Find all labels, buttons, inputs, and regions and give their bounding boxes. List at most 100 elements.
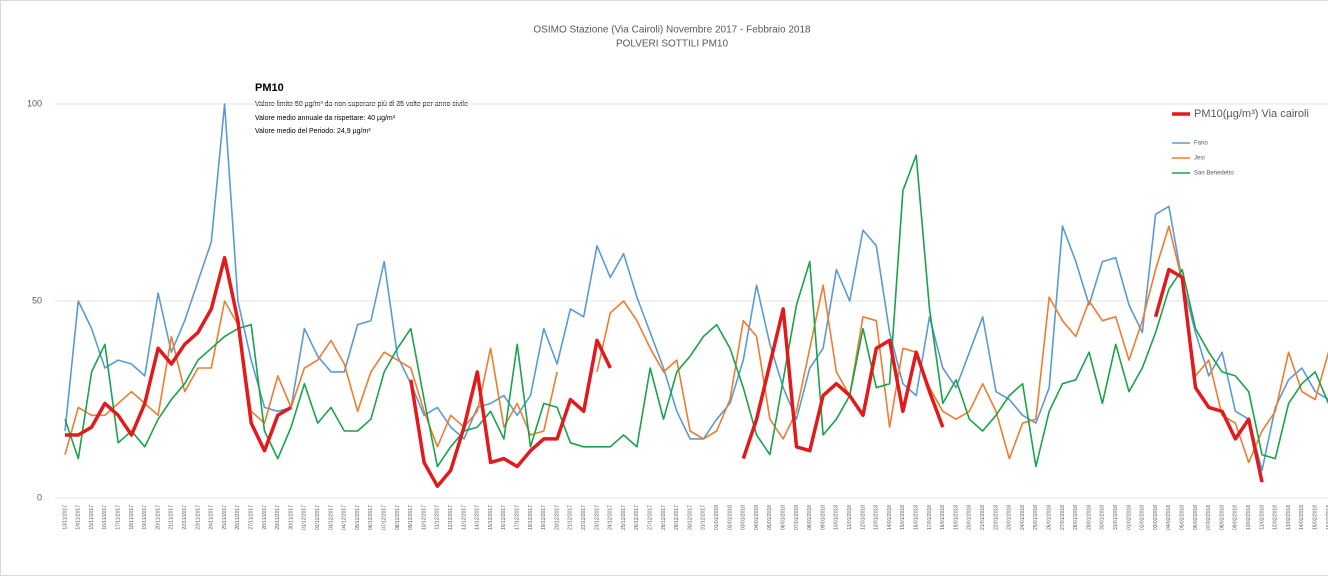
x-tick-label: 02/12/2017	[315, 505, 321, 530]
x-tick-label: 11/01/2018	[847, 505, 853, 530]
x-tick-label: 12/02/2018	[1273, 505, 1279, 530]
x-tick-label: 25/12/2017	[621, 505, 627, 530]
x-tick-label: 10/12/2017	[421, 505, 427, 530]
x-tick-label: 22/12/2017	[581, 505, 587, 530]
x-tick-label: 21/12/2017	[568, 505, 574, 530]
x-tick-label: 28/11/2017	[262, 505, 268, 530]
x-tick-label: 30/12/2017	[687, 505, 693, 530]
x-tick-label: 20/11/2017	[155, 505, 161, 530]
x-tick-label: 14/11/2017	[76, 505, 82, 530]
x-tick-label: 29/01/2018	[1086, 505, 1092, 530]
legend: PM10(µg/m³) Via cairoli Fano Jesi San Bened…	[1172, 108, 1309, 177]
x-tick-label: 13/12/2017	[461, 505, 467, 530]
x-tick-label: 27/12/2017	[648, 505, 654, 530]
x-tick-label: 16/02/2018	[1326, 505, 1328, 530]
x-tick-label: 10/01/2018	[834, 505, 840, 530]
x-tick-label: 03/02/2018	[1153, 505, 1159, 530]
chart-subtitle: POLVERI SOTTILI PM10	[616, 39, 729, 50]
x-tick-label: 03/01/2018	[741, 505, 747, 530]
x-tick-label: 27/11/2017	[249, 505, 255, 530]
x-tick-label: 02/01/2018	[727, 505, 733, 530]
annotation-title: PM10	[255, 82, 284, 94]
x-tick-label: 31/01/2018	[1113, 505, 1119, 530]
x-tick-label: 05/12/2017	[355, 505, 361, 530]
x-tick-label: 10/02/2018	[1246, 505, 1252, 530]
x-tick-label: 29/11/2017	[275, 505, 281, 530]
x-tick-label: 30/11/2017	[288, 505, 294, 530]
x-tick-label: 26/12/2017	[634, 505, 640, 530]
x-tick-label: 01/02/2018	[1126, 505, 1132, 530]
series-line	[64, 225, 1328, 464]
x-tick-label: 24/11/2017	[209, 505, 215, 530]
x-tick-label: 25/01/2018	[1033, 505, 1039, 530]
x-tick-label: 05/01/2018	[767, 505, 773, 530]
x-tick-label: 13/02/2018	[1286, 505, 1292, 530]
x-tick-label: 16/01/2018	[914, 505, 920, 530]
x-tick-label: 25/11/2017	[222, 505, 228, 530]
x-tick-label: 24/12/2017	[608, 505, 614, 530]
x-tick-label: 08/01/2018	[807, 505, 813, 530]
x-tick-label: 12/01/2018	[860, 505, 866, 530]
x-tick-label: 17/12/2017	[515, 505, 521, 530]
x-tick-label: 30/01/2018	[1100, 505, 1106, 530]
x-tick-label: 01/12/2017	[302, 505, 308, 530]
x-tick-label: 24/01/2018	[1020, 505, 1026, 530]
x-tick-label: 03/12/2017	[328, 505, 334, 530]
x-tick-label: 15/01/2018	[900, 505, 906, 530]
x-tick-label: 13/01/2018	[874, 505, 880, 530]
x-tick-label: 19/12/2017	[541, 505, 547, 530]
legend-label: Fano	[1194, 141, 1208, 147]
x-tick-label: 14/12/2017	[475, 505, 481, 530]
series-line	[65, 255, 1264, 488]
legend-label: San Benedetto	[1194, 171, 1234, 177]
x-tick-label: 19/11/2017	[142, 505, 148, 530]
x-tick-label: 08/12/2017	[395, 505, 401, 530]
x-tick-label: 08/02/2018	[1219, 505, 1225, 530]
x-tick-label: 18/12/2017	[528, 505, 534, 530]
x-tick-label: 18/11/2017	[129, 505, 135, 530]
x-tick-label: 15/02/2018	[1313, 505, 1319, 530]
x-tick-label: 23/11/2017	[195, 505, 201, 530]
x-tick-label: 14/01/2018	[887, 505, 893, 530]
x-tick-label: 07/12/2017	[382, 505, 388, 530]
x-tick-label: 21/01/2018	[980, 505, 986, 530]
x-tick-label: 26/01/2018	[1047, 505, 1053, 530]
series-line	[64, 154, 1328, 468]
x-tick-label: 11/02/2018	[1259, 505, 1265, 530]
x-tick-label: 09/01/2018	[820, 505, 826, 530]
legend-label: Jesi	[1194, 156, 1205, 162]
chart-title: OSIMO Stazione (Via Cairoli) Novembre 20…	[533, 25, 811, 36]
x-tick-label: 12/12/2017	[448, 505, 454, 530]
x-tick-label: 15/11/2017	[89, 505, 95, 530]
x-tick-label: 29/12/2017	[674, 505, 680, 530]
x-tick-label: 04/02/2018	[1166, 505, 1172, 530]
x-tick-label: 23/01/2018	[1007, 505, 1013, 530]
x-tick-label: 16/11/2017	[102, 505, 108, 530]
x-tick-label: 09/12/2017	[408, 505, 414, 530]
x-tick-label: 21/11/2017	[169, 505, 175, 530]
x-tick-label: 04/12/2017	[342, 505, 348, 530]
x-tick-label: 27/01/2018	[1060, 505, 1066, 530]
x-tick-label: 17/11/2017	[116, 505, 122, 530]
x-tick-label: 23/12/2017	[594, 505, 600, 530]
x-tick-label: 06/02/2018	[1193, 505, 1199, 530]
x-tick-label: 28/01/2018	[1073, 505, 1079, 530]
x-tick-label: 14/02/2018	[1299, 505, 1305, 530]
legend-label: PM10(µg/m³) Via cairoli	[1194, 108, 1309, 120]
series-line	[64, 103, 1328, 472]
x-tick-label: 17/01/2018	[927, 505, 933, 530]
x-tick-label: 18/01/2018	[940, 505, 946, 530]
x-tick-label: 20/12/2017	[554, 505, 560, 530]
x-tick-label: 28/12/2017	[661, 505, 667, 530]
annotation-line: Valore medio del Periodo: 24,9 µg/m³	[255, 128, 371, 135]
x-tick-label: 11/12/2017	[435, 505, 441, 530]
x-tick-label: 05/02/2018	[1180, 505, 1186, 530]
x-tick-label: 07/02/2018	[1206, 505, 1212, 530]
y-tick-label: 0	[37, 492, 42, 502]
annotation-line: Valore medio annuale da rispettare: 40 µ…	[255, 115, 396, 122]
x-tick-label: 09/02/2018	[1233, 505, 1239, 530]
x-tick-label: 06/01/2018	[781, 505, 787, 530]
x-tick-label: 06/12/2017	[368, 505, 374, 530]
